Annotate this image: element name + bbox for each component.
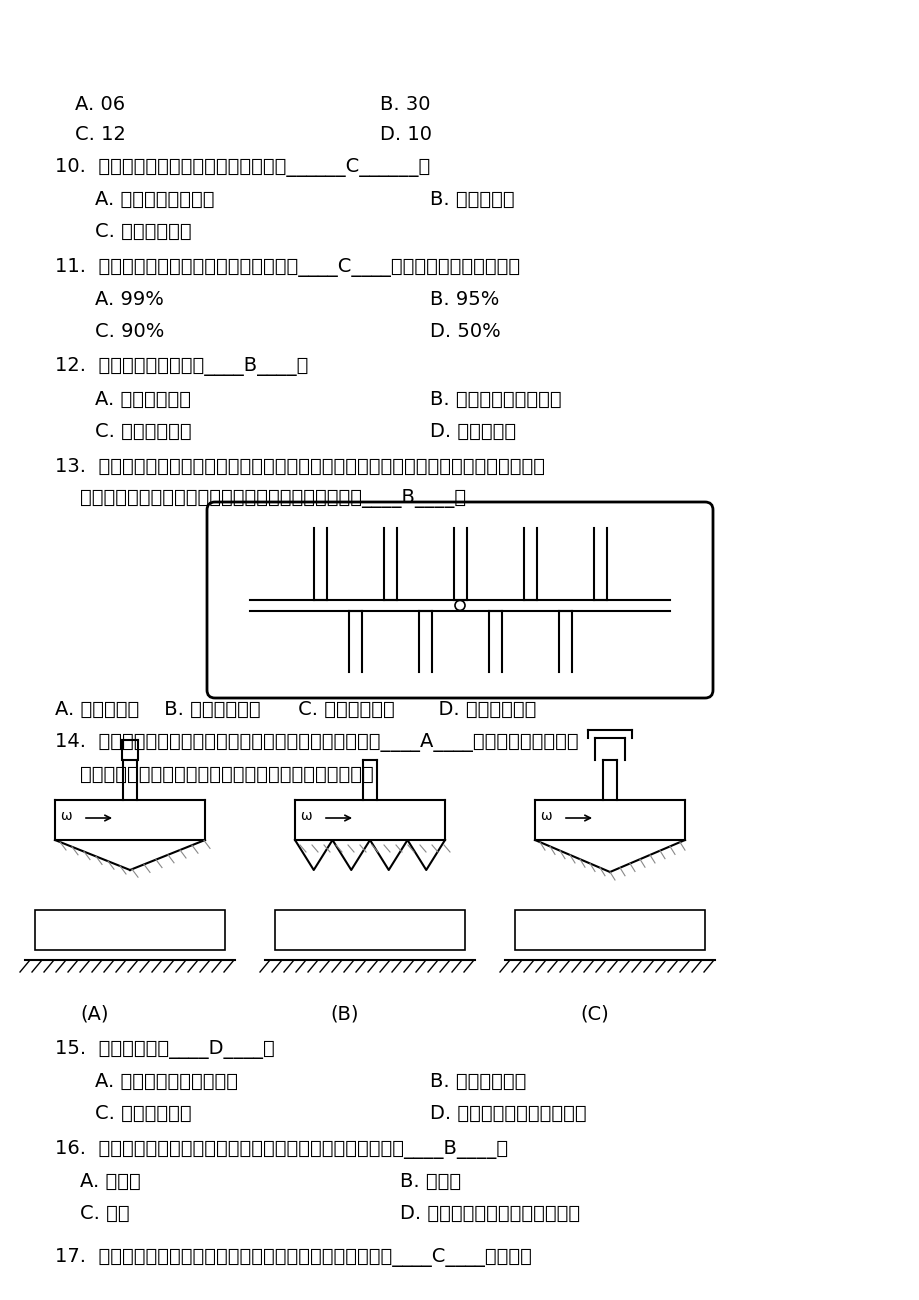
Text: D. 非金属轴瓦: D. 非金属轴瓦 [429, 422, 516, 441]
Text: B. 30: B. 30 [380, 95, 430, 114]
Text: A. 单层金属轴瓦: A. 单层金属轴瓦 [95, 390, 191, 410]
Text: B. 径向力: B. 径向力 [400, 1173, 460, 1191]
FancyBboxPatch shape [207, 502, 712, 698]
Text: D. 由不平衡质量所引起的离心力: D. 由不平衡质量所引起的离心力 [400, 1204, 580, 1223]
Text: B. 95%: B. 95% [429, 290, 499, 309]
Text: C. 90%: C. 90% [95, 322, 165, 341]
Text: D. 使轴上零件获得轴向定位: D. 使轴上零件获得轴向定位 [429, 1104, 586, 1123]
Text: C. 滚子轴承较高: C. 滚子轴承较高 [95, 222, 191, 240]
Text: (B): (B) [330, 1005, 358, 1024]
Text: A. 脂润滑轴承    B. 混合摩擦轴承      C. 液体摩擦轴承       D. 边界摩擦轴承: A. 脂润滑轴承 B. 混合摩擦轴承 C. 液体摩擦轴承 D. 边界摩擦轴承 [55, 699, 536, 719]
Text: (C): (C) [579, 1005, 608, 1024]
Text: ω: ω [539, 809, 551, 823]
Text: A. 作为轴加工时的定位面: A. 作为轴加工时的定位面 [95, 1072, 238, 1091]
Text: D. 50%: D. 50% [429, 322, 500, 341]
Text: C. 扭矩: C. 扭矩 [80, 1204, 130, 1223]
Text: 14.  如图所示的推力轴承中，止推盘上的工作表面做成如图____A____所示的形状，以利于: 14. 如图所示的推力轴承中，止推盘上的工作表面做成如图____A____所示的… [55, 733, 578, 751]
Text: 13.  有一向心滑动轴承，拆下后发现轴瓦表面承载部位有如下图所示轴向及周向油槽，并在: 13. 有一向心滑动轴承，拆下后发现轴瓦表面承载部位有如下图所示轴向及周向油槽，… [55, 458, 544, 476]
Bar [515, 910, 704, 950]
Bar [35, 910, 225, 950]
Text: 12.  巴氏合金是用来制造____B____。: 12. 巴氏合金是用来制造____B____。 [55, 358, 308, 376]
Text: 15.  轴环的用途是____D____。: 15. 轴环的用途是____D____。 [55, 1040, 275, 1059]
Text: 16.  作用在转轴上的各种载荷中，能产生对称循环弯曲应力的是____B____。: 16. 作用在转轴上的各种载荷中，能产生对称循环弯曲应力的是____B____。 [55, 1140, 507, 1160]
Text: A. 06: A. 06 [75, 95, 125, 114]
Text: C. 提高轴的强度: C. 提高轴的强度 [95, 1104, 191, 1123]
Text: B. 双层及多层金属轴瓦: B. 双层及多层金属轴瓦 [429, 390, 561, 410]
Text: A. 轴向力: A. 轴向力 [80, 1173, 141, 1191]
Text: 11.  滚动轴承的额定寿命是指同一批轴承中____C____的轴承所能达到的寿命。: 11. 滚动轴承的额定寿命是指同一批轴承中____C____的轴承所能达到的寿命… [55, 257, 519, 277]
Text: 中部用一油孔与润滑油路相通，由此可以断定该轴承为____B____。: 中部用一油孔与润滑油路相通，由此可以断定该轴承为____B____。 [80, 489, 466, 508]
Text: 10.  球轴承和滚子轴承的支承刚性比较，______C______。: 10. 球轴承和滚子轴承的支承刚性比较，______C______。 [55, 159, 430, 177]
Text: (A): (A) [80, 1005, 108, 1024]
Text: C. 含油轴承轴瓦: C. 含油轴承轴瓦 [95, 422, 191, 441]
Text: D. 10: D. 10 [380, 125, 432, 144]
Text: 17.  在载荷不平稳且有较大冲击和振动的情况下，一般宜选用____C____联轴器。: 17. 在载荷不平稳且有较大冲击和振动的情况下，一般宜选用____C____联轴… [55, 1248, 531, 1268]
Text: ω: ω [300, 809, 312, 823]
Text: ω: ω [60, 809, 72, 823]
Text: C. 12: C. 12 [75, 125, 126, 144]
Bar [275, 910, 464, 950]
Text: B. 球轴承较高: B. 球轴承较高 [429, 190, 514, 209]
Text: A. 两类轴承基本相同: A. 两类轴承基本相同 [95, 190, 214, 209]
Text: B. 提高轴的刚度: B. 提高轴的刚度 [429, 1072, 526, 1091]
Text: A. 99%: A. 99% [95, 290, 164, 309]
Text: 形成液体动压润滑油膜，并保证在起动工况下能正常工作: 形成液体动压润滑油膜，并保证在起动工况下能正常工作 [80, 764, 373, 784]
